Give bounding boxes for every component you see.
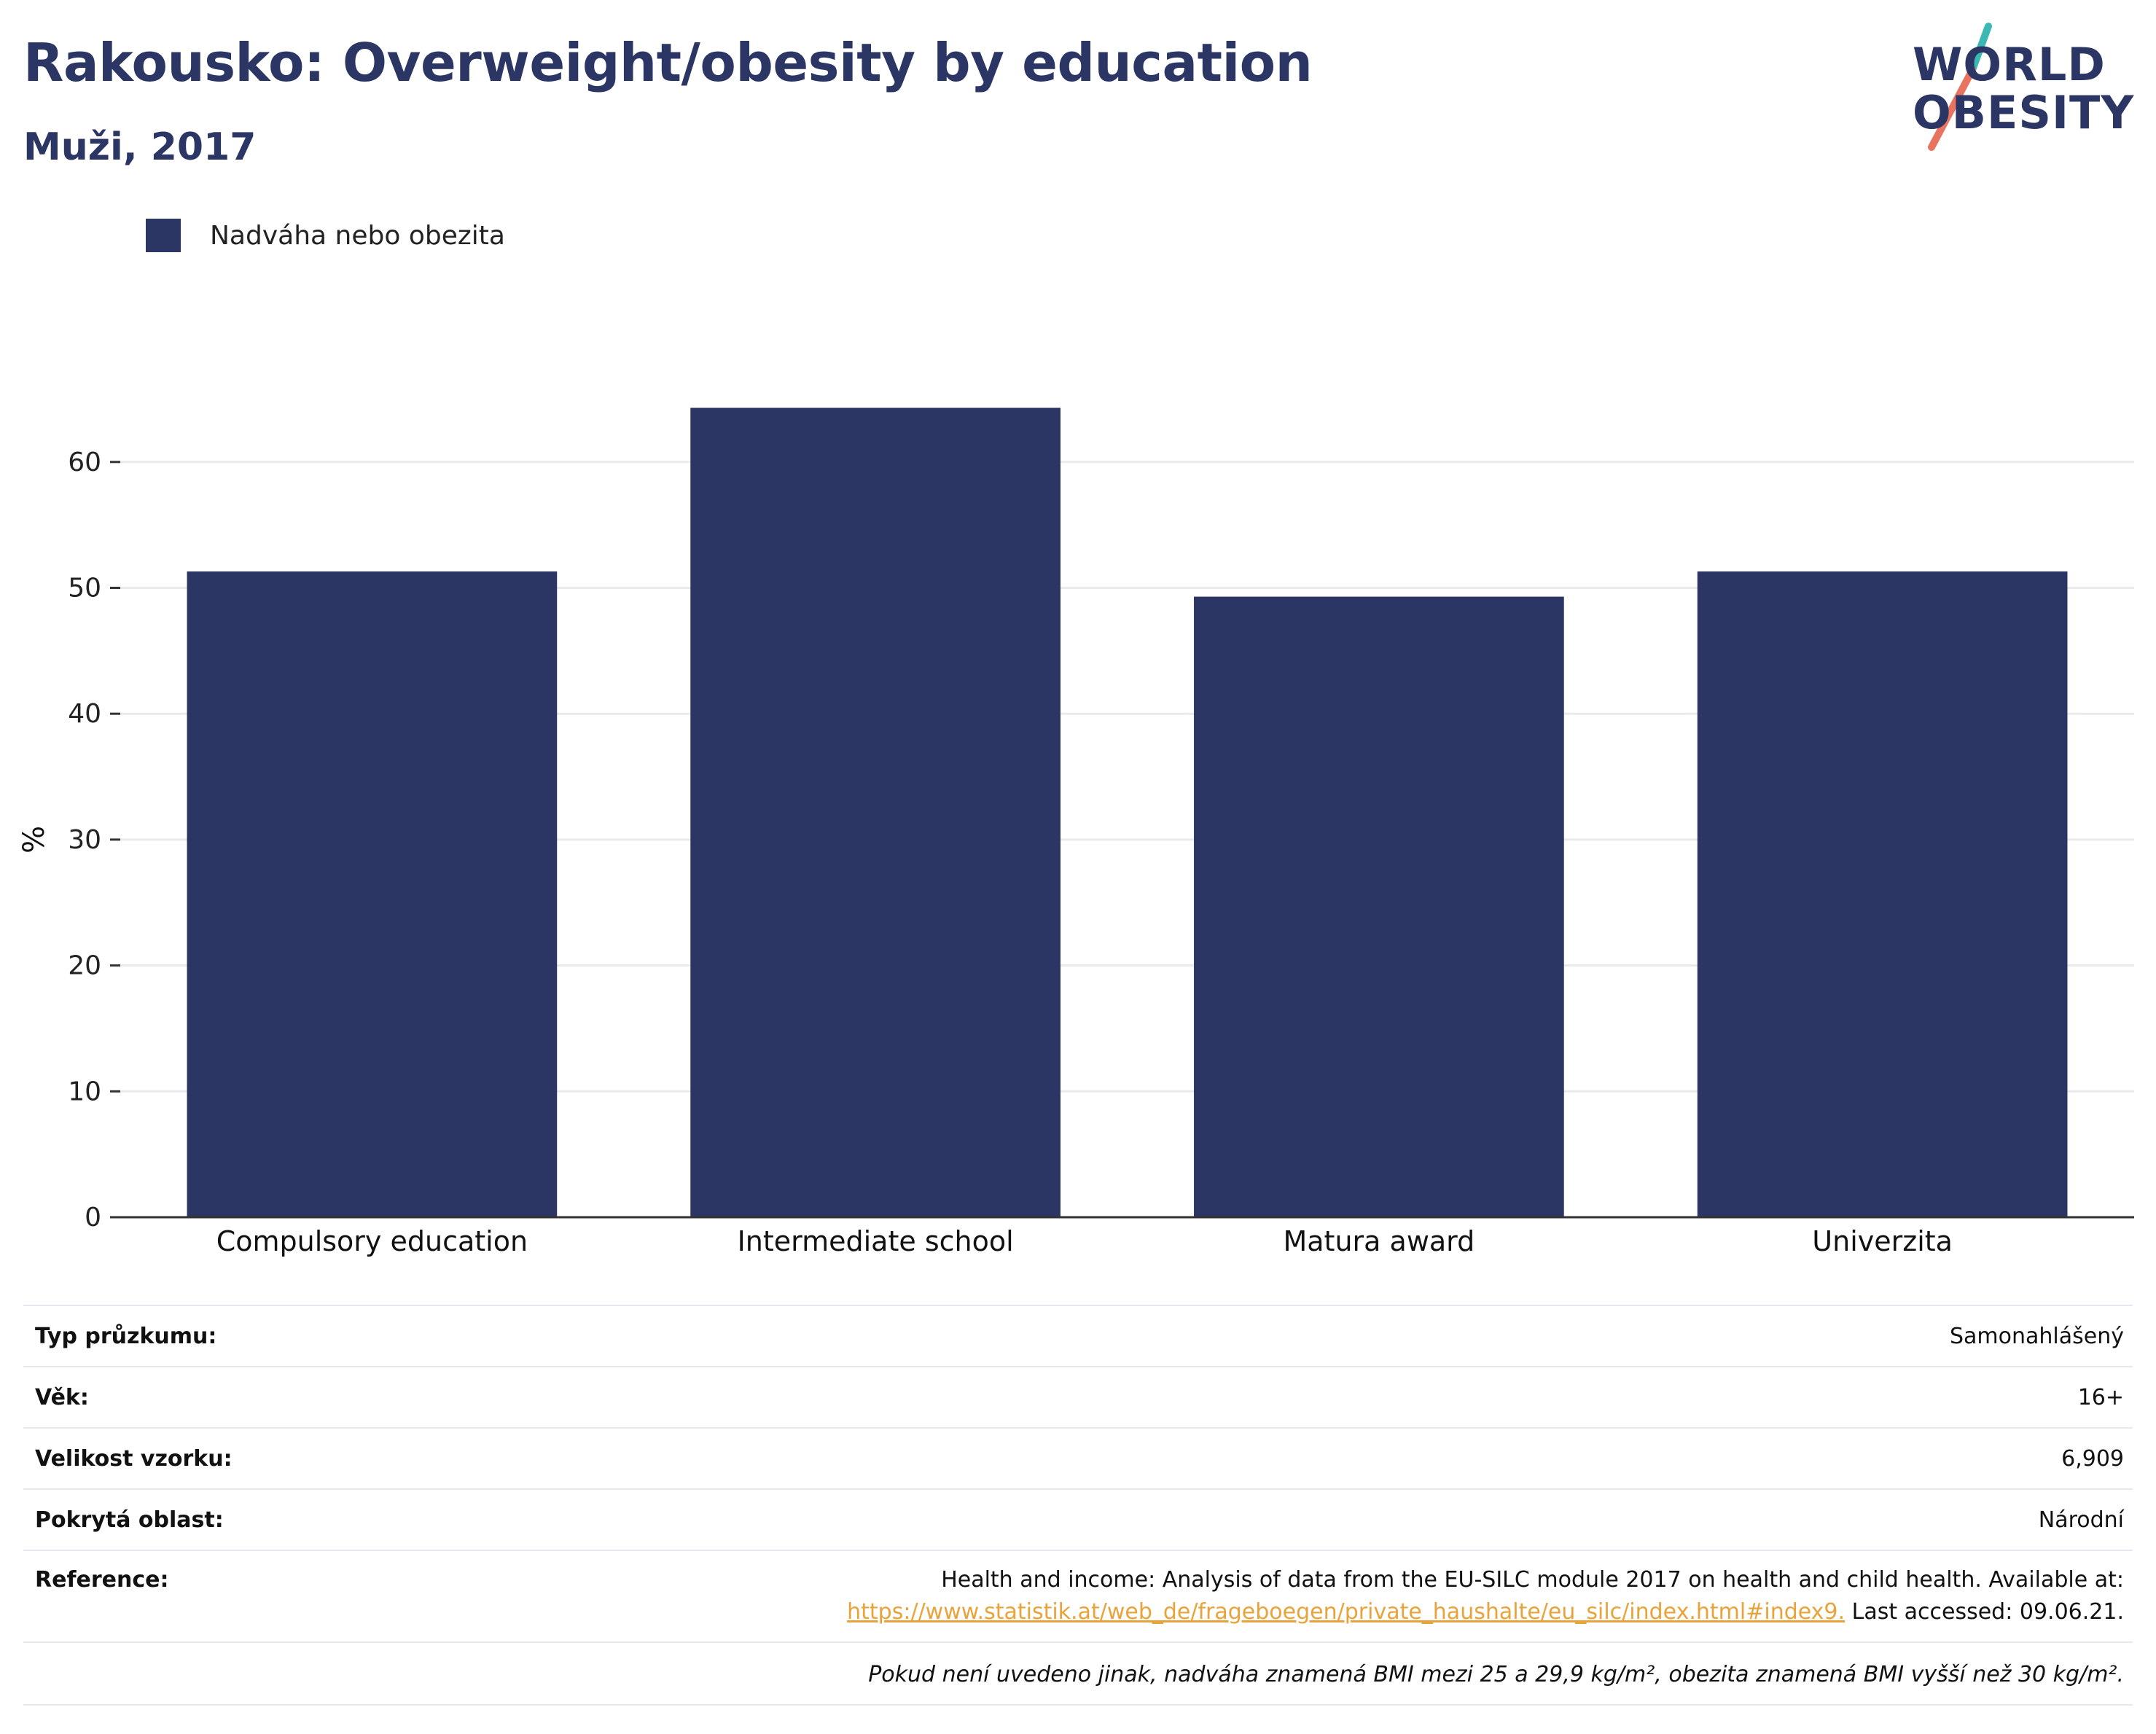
area-value: Národní — [2038, 1507, 2124, 1533]
y-tick-label-0: 0 — [85, 1203, 101, 1233]
info-row-reference: Reference: Health and income: Analysis o… — [23, 1550, 2133, 1641]
info-row-age: Věk: 16+ — [23, 1366, 2133, 1427]
reference-label: Reference: — [35, 1567, 169, 1593]
chart-title: Rakousko: Overweight/obesity by educatio… — [23, 32, 1313, 93]
y-tick-label-50: 50 — [68, 574, 101, 604]
info-row-area: Pokrytá oblast: Národní — [23, 1488, 2133, 1550]
x-tick-label-1: Compulsory education — [216, 1225, 528, 1257]
bar-2 — [690, 407, 1061, 1217]
legend-label: Nadváha nebo obezita — [210, 220, 505, 251]
y-tick-label-20: 20 — [68, 951, 101, 981]
info-bottom-rule — [23, 1704, 2133, 1706]
reference-link-line: https://www.statistik.at/web_de/frageboe… — [847, 1599, 2124, 1625]
sample-size-value: 6,909 — [2061, 1446, 2124, 1472]
y-axis-label: % — [17, 826, 51, 854]
x-tick-label-3: Matura award — [1283, 1225, 1475, 1257]
info-row-note: Pokud není uvedeno jinak, nadváha znamen… — [23, 1641, 2133, 1704]
bar-4 — [1697, 571, 2068, 1217]
reference-text: Health and income: Analysis of data from… — [941, 1567, 2124, 1593]
bar-chart: 0 10 20 30 40 50 60% Compulsory education Interm… — [17, 407, 2134, 1257]
logo-text-obesity: OBESITY — [1913, 86, 2135, 139]
y-tick-label-40: 40 — [68, 699, 101, 729]
legend: Nadváha nebo obezita — [146, 219, 505, 252]
y-tick-label-60: 60 — [68, 448, 101, 477]
legend-swatch — [146, 219, 181, 252]
survey-type-value: Samonahlášený — [1950, 1324, 2124, 1349]
sample-size-label: Velikost vzorku: — [35, 1446, 233, 1472]
y-tick-label-30: 30 — [68, 825, 101, 855]
reference-link[interactable]: https://www.statistik.at/web_de/frageboe… — [847, 1599, 1846, 1625]
world-obesity-logo: WORLD OBESITY — [1902, 22, 2143, 153]
x-tick-label-4: Univerzita — [1812, 1225, 1953, 1257]
info-row-sample-size: Velikost vzorku: 6,909 — [23, 1427, 2133, 1488]
bmi-note: Pokud není uvedeno jinak, nadváha znamen… — [868, 1662, 2124, 1687]
area-label: Pokrytá oblast: — [35, 1507, 224, 1533]
age-label: Věk: — [35, 1385, 89, 1410]
age-value: 16+ — [2077, 1385, 2124, 1410]
bar-3 — [1194, 596, 1564, 1217]
reference-accessed: Last accessed: 09.06.21. — [1845, 1599, 2124, 1625]
x-tick-label-2: Intermediate school — [738, 1225, 1014, 1257]
logo-slash-icon — [1928, 23, 1992, 151]
info-row-survey-type: Typ průzkumu: Samonahlášený — [23, 1305, 2133, 1366]
bar-1 — [187, 571, 558, 1217]
info-table: Typ průzkumu: Samonahlášený Věk: 16+ Vel… — [23, 1305, 2133, 1706]
y-tick-label-10: 10 — [68, 1077, 101, 1106]
logo-text-world: WORLD — [1913, 38, 2106, 91]
survey-type-label: Typ průzkumu: — [35, 1324, 217, 1349]
chart-subtitle: Muži, 2017 — [23, 125, 257, 169]
